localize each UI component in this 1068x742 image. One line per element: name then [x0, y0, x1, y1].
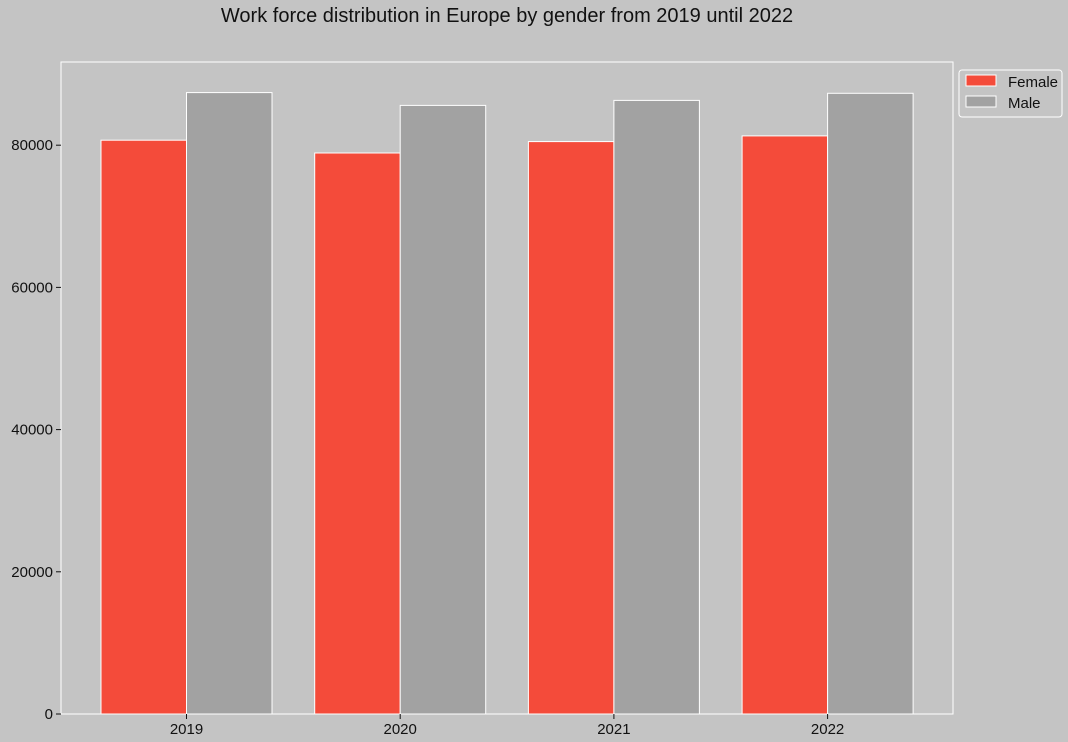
x-tick-label: 2021 — [597, 721, 630, 738]
legend-label-female: Female — [1008, 74, 1058, 91]
y-axis: 0 20000 40000 60000 80000 — [11, 137, 61, 723]
x-axis: 2019 2020 2021 2022 — [170, 714, 844, 738]
bar-female-2019 — [100, 139, 187, 715]
x-tick-label: 2020 — [384, 721, 417, 738]
bar-male-2022 — [827, 92, 914, 715]
bar-female-2020 — [314, 152, 401, 715]
legend-label-male: Male — [1008, 95, 1041, 112]
bar-male-2019 — [186, 92, 273, 715]
chart-title: Work force distribution in Europe by gen… — [221, 5, 793, 27]
x-tick-label: 2022 — [811, 721, 844, 738]
bars-layer — [100, 92, 914, 715]
legend-swatch-male — [965, 95, 997, 108]
y-tick-label: 40000 — [11, 422, 53, 439]
bar-female-2022 — [741, 135, 829, 715]
bar-male-2021 — [613, 99, 700, 715]
bar-female-2021 — [527, 141, 615, 715]
x-tick-label: 2019 — [170, 721, 203, 738]
y-tick-label: 80000 — [11, 137, 53, 154]
bar-male-2020 — [399, 104, 487, 715]
legend: Female Male — [958, 69, 1063, 118]
legend-swatch-female — [965, 74, 997, 87]
y-tick-label: 20000 — [11, 564, 53, 581]
y-tick-label: 0 — [45, 706, 53, 723]
y-tick-label: 60000 — [11, 279, 53, 296]
